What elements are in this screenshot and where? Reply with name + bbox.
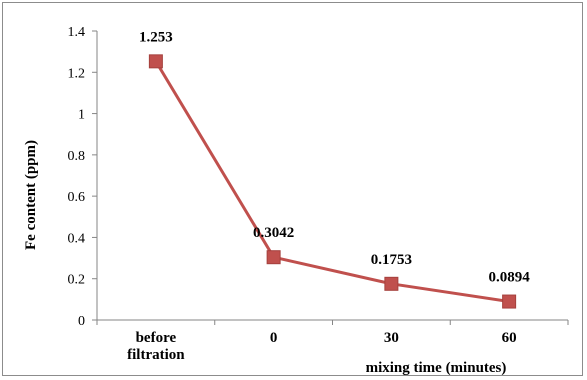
- data-label: 0.1753: [371, 252, 412, 268]
- x-tick-label: filtration: [127, 347, 185, 363]
- y-tick-label: 1.4: [68, 25, 86, 40]
- y-tick-label: 0.6: [68, 190, 86, 205]
- chart-frame: [2, 2, 583, 376]
- data-label: 1.253: [139, 29, 173, 45]
- data-point-marker: [384, 276, 399, 291]
- x-tick-label: 0: [270, 330, 278, 346]
- data-point-marker: [148, 54, 163, 69]
- x-axis-label: mixing time (minutes): [366, 360, 507, 376]
- data-labels: 1.253 0.3042 0.1753 0.0894: [139, 29, 530, 285]
- y-tick-label: 0.2: [68, 273, 86, 288]
- data-label: 0.3042: [253, 225, 294, 241]
- x-tick-label: before: [136, 330, 177, 346]
- y-tick-label: 1.2: [68, 66, 86, 81]
- y-tick-label: 0.4: [68, 231, 86, 246]
- y-tick-label: 0.8: [68, 149, 86, 164]
- data-label: 0.0894: [489, 270, 531, 286]
- y-tick-label: 0: [78, 314, 85, 329]
- x-tick-label: 30: [384, 330, 399, 346]
- data-point-marker: [266, 250, 281, 265]
- x-tick-label: 60: [502, 330, 517, 346]
- y-axis-ticks: 0 0.2 0.4 0.6 0.8 1 1.2 1.4: [68, 25, 97, 329]
- y-tick-label: 1: [78, 108, 85, 123]
- y-axis-label: Fe content (ppm): [23, 140, 39, 250]
- data-point-marker: [502, 294, 517, 309]
- series: [148, 54, 517, 309]
- series-line: [154, 60, 510, 304]
